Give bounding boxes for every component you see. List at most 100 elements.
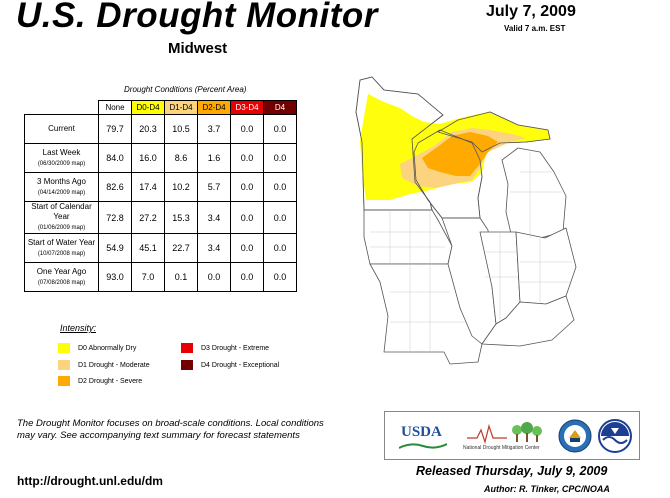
row-label-main: Current — [48, 124, 75, 133]
table-cell: 3.4 — [197, 233, 231, 263]
table-row: Start of Calendar Year (01/06/2009 map) 72… — [24, 201, 297, 234]
table-cell: 0.0 — [263, 143, 297, 173]
column-header: D2-D4 — [197, 100, 231, 115]
row-label-main: Last Week — [42, 147, 81, 157]
table-cell: 20.3 — [131, 114, 165, 144]
release-date: Released Thursday, July 9, 2009 — [416, 464, 608, 478]
table-cell: 93.0 — [98, 262, 132, 292]
d2-severe-drought-area — [422, 132, 498, 176]
table-cell: 0.0 — [263, 201, 297, 234]
table-cell: 17.4 — [131, 172, 165, 202]
row-label: Last Week (06/30/2009 map) — [24, 143, 99, 173]
legend-label: D2 Drought - Severe — [78, 377, 143, 385]
valid-time: Valid 7 a.m. EST — [504, 24, 566, 33]
row-label-date: (10/07/2008 map) — [37, 250, 86, 257]
table-cell: 16.0 — [131, 143, 165, 173]
map-date: July 7, 2009 — [486, 3, 576, 20]
table-cell: 45.1 — [131, 233, 165, 263]
author-credit: Author: R. Tinker, CPC/NOAA — [484, 484, 610, 494]
table-corner — [24, 100, 99, 115]
ndmc-logo-text: National Drought Mitigation Center — [463, 445, 540, 451]
legend-label: D1 Drought - Moderate — [78, 361, 150, 369]
row-label-date: (04/14/2009 map) — [37, 189, 86, 196]
noaa-logo-icon — [598, 419, 632, 453]
commerce-seal-icon — [558, 419, 592, 453]
legend-item-d1: D1 Drought - Moderate — [58, 360, 150, 370]
column-header: D4 — [263, 100, 297, 115]
usda-logo: USDA — [401, 424, 442, 440]
row-label-main: 3 Months Ago — [37, 176, 86, 186]
table-cell: 0.0 — [230, 233, 264, 263]
table-cell: 0.0 — [197, 262, 231, 292]
website-link[interactable]: http://drought.unl.edu/dm — [17, 474, 163, 488]
table-cell: 0.0 — [230, 262, 264, 292]
state-lower-michigan — [501, 147, 567, 239]
ndmc-logo-icon — [467, 422, 542, 444]
table-row: Current 79.7 20.3 10.5 3.7 0.0 0.0 — [24, 114, 297, 144]
disclaimer-note: The Drought Monitor focuses on broad-sca… — [17, 418, 324, 441]
column-header: D1-D4 — [164, 100, 198, 115]
table-cell: 54.9 — [98, 233, 132, 263]
midwest-drought-map — [355, 76, 577, 365]
table-row: 3 Months Ago (04/14/2009 map) 82.6 17.4 10.2… — [24, 172, 297, 202]
legend-item-d3: D3 Drought - Extreme — [181, 343, 269, 353]
table-cell: 3.7 — [197, 114, 231, 144]
legend-title: Intensity: — [60, 323, 97, 333]
table-row: Start of Water Year (10/07/2008 map) 54.9 4… — [24, 233, 297, 263]
state-ohio — [515, 227, 577, 305]
row-label: One Year Ago (07/08/2008 map) — [24, 262, 99, 292]
map-title: U.S. Drought Monitor — [16, 0, 378, 35]
region-name: Midwest — [168, 40, 228, 57]
table-caption: Drought Conditions (Percent Area) — [124, 85, 247, 94]
state-kentucky — [481, 295, 575, 347]
column-header: D3-D4 — [230, 100, 264, 115]
row-label: Current — [24, 114, 99, 144]
table-row: Last Week (06/30/2009 map) 84.0 16.0 8.6 1.6 0… — [24, 143, 297, 173]
table-cell: 0.1 — [164, 262, 198, 292]
row-label-main: Start of Calendar Year — [31, 202, 92, 221]
column-header: D0-D4 — [131, 100, 165, 115]
table-cell: 10.5 — [164, 114, 198, 144]
legend-swatch — [181, 343, 193, 353]
table-cell: 22.7 — [164, 233, 198, 263]
table-cell: 5.7 — [197, 172, 231, 202]
table-cell: 0.0 — [230, 143, 264, 173]
legend-label: D0 Abnormally Dry — [78, 344, 137, 352]
state-iowa — [363, 209, 453, 265]
table-cell: 0.0 — [230, 114, 264, 144]
table-cell: 79.7 — [98, 114, 132, 144]
row-label: Start of Calendar Year (01/06/2009 map) — [24, 201, 99, 234]
table-cell: 0.0 — [230, 172, 264, 202]
table-cell: 72.8 — [98, 201, 132, 234]
legend-label: D3 Drought - Extreme — [201, 344, 270, 352]
legend-swatch — [58, 376, 70, 386]
row-label-date: (06/30/2009 map) — [37, 160, 86, 167]
state-missouri — [369, 263, 483, 365]
table-cell: 8.6 — [164, 143, 198, 173]
column-header: None — [98, 100, 132, 115]
row-label: Start of Water Year (10/07/2008 map) — [24, 233, 99, 263]
agency-logos: USDA National Drought Mitigation Center — [384, 411, 640, 460]
row-label-main: One Year Ago — [36, 266, 87, 276]
table-header-row: None D0-D4 D1-D4 D2-D4 D3-D4 D4 — [24, 100, 297, 115]
legend-swatch — [58, 343, 70, 353]
table-cell: 0.0 — [230, 201, 264, 234]
drought-conditions-table: None D0-D4 D1-D4 D2-D4 D3-D4 D4 Current 7… — [24, 100, 297, 292]
row-label-date: (01/06/2009 map) — [37, 225, 86, 231]
table-cell: 27.2 — [131, 201, 165, 234]
legend-swatch — [58, 360, 70, 370]
row-label: 3 Months Ago (04/14/2009 map) — [24, 172, 99, 202]
table-cell: 0.0 — [263, 262, 297, 292]
legend-item-d4: D4 Drought - Exceptional — [181, 360, 279, 370]
table-cell: 0.0 — [263, 172, 297, 202]
table-cell: 3.4 — [197, 201, 231, 234]
legend-item-d0: D0 Abnormally Dry — [58, 343, 136, 353]
legend-swatch — [181, 360, 193, 370]
legend-item-d2: D2 Drought - Severe — [58, 376, 142, 386]
usda-swoosh-icon — [399, 443, 447, 449]
table-cell: 0.0 — [263, 114, 297, 144]
table-cell: 1.6 — [197, 143, 231, 173]
table-cell: 15.3 — [164, 201, 198, 234]
table-cell: 0.0 — [263, 233, 297, 263]
row-label-main: Start of Water Year — [27, 237, 96, 247]
